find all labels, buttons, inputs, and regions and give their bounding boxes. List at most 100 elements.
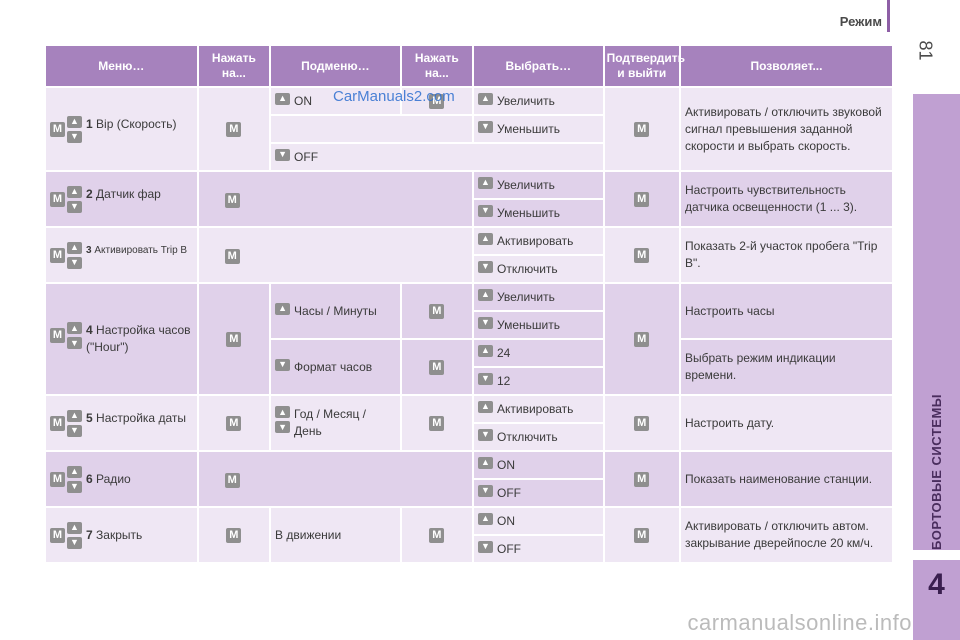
m-button-icon[interactable]: M bbox=[634, 121, 650, 137]
chapter-number-box: 4 bbox=[913, 560, 960, 640]
option-label: Активировать bbox=[496, 233, 574, 248]
m-button-icon[interactable]: M bbox=[634, 247, 650, 263]
submenu-value: OFF bbox=[294, 149, 319, 164]
submenu-label: Часы / Минуты bbox=[294, 303, 377, 318]
press-cell-2: M bbox=[401, 284, 472, 338]
table-row: M ▲ ▼ 5 Настройка даты M ▲ ▼ Год / Месяц / … bbox=[46, 396, 892, 450]
m-button-icon[interactable]: M bbox=[634, 191, 650, 207]
m-button-icon[interactable]: M bbox=[50, 328, 65, 343]
m-button-icon[interactable]: M bbox=[429, 93, 445, 109]
menu-cell: M ▲ ▼ 3 Активировать Trip B bbox=[46, 228, 197, 282]
press-cell: M bbox=[198, 508, 270, 562]
m-button-icon[interactable]: M bbox=[429, 359, 445, 375]
press-cell-2: M bbox=[401, 396, 472, 450]
up-arrow-icon[interactable]: ▲ bbox=[477, 512, 493, 525]
down-arrow-icon[interactable]: ▼ bbox=[477, 316, 493, 329]
up-arrow-icon[interactable]: ▲ bbox=[275, 406, 291, 418]
down-arrow-icon[interactable]: ▼ bbox=[275, 358, 291, 371]
m-button-icon[interactable]: M bbox=[634, 471, 650, 487]
down-arrow-icon[interactable]: ▼ bbox=[67, 536, 82, 549]
press-cell: M bbox=[198, 284, 270, 394]
up-arrow-icon[interactable]: ▲ bbox=[477, 400, 493, 413]
option-label: Увеличить bbox=[496, 177, 555, 192]
m-button-icon[interactable]: M bbox=[50, 471, 65, 487]
m-button-icon[interactable]: M bbox=[50, 121, 65, 137]
table-row: M ▲ ▼ 6 Радио M ▲ ON M Показать наименовани… bbox=[46, 452, 892, 506]
m-button-icon[interactable]: M bbox=[634, 331, 650, 347]
m-button-icon[interactable]: M bbox=[429, 415, 445, 431]
table-row: ▼ Формат часов M ▲ 24 Выбрать режим индика… bbox=[46, 340, 892, 394]
option-label: Уменьшить bbox=[496, 121, 560, 136]
down-arrow-icon[interactable]: ▼ bbox=[67, 424, 82, 437]
down-arrow-icon[interactable]: ▼ bbox=[67, 337, 82, 349]
down-arrow-icon[interactable]: ▼ bbox=[67, 480, 82, 493]
up-arrow-icon[interactable]: ▲ bbox=[477, 288, 493, 301]
option-cell: ▲ ON bbox=[473, 452, 603, 478]
up-arrow-icon[interactable]: ▲ bbox=[67, 465, 82, 478]
option-cell: ▲ 24 bbox=[473, 340, 603, 366]
up-arrow-icon[interactable]: ▲ bbox=[477, 92, 493, 105]
m-button-icon[interactable]: M bbox=[50, 527, 65, 543]
up-arrow-icon[interactable]: ▲ bbox=[477, 344, 493, 357]
press-cell: M bbox=[198, 172, 472, 226]
m-button-icon[interactable]: M bbox=[226, 527, 242, 543]
down-arrow-icon[interactable]: ▼ bbox=[67, 256, 82, 269]
down-arrow-icon[interactable]: ▼ bbox=[275, 148, 291, 161]
menu-number: 5 bbox=[86, 410, 93, 425]
up-arrow-icon[interactable]: ▲ bbox=[477, 456, 493, 469]
m-button-icon[interactable]: M bbox=[50, 415, 65, 431]
up-arrow-icon[interactable]: ▲ bbox=[477, 176, 493, 189]
m-button-icon[interactable]: M bbox=[224, 248, 240, 264]
up-arrow-icon[interactable]: ▲ bbox=[67, 521, 82, 534]
header-press-2: Нажать на... bbox=[401, 46, 472, 86]
m-button-icon[interactable]: M bbox=[634, 527, 650, 543]
m-button-icon[interactable]: M bbox=[50, 191, 65, 207]
down-arrow-icon[interactable]: ▼ bbox=[477, 372, 493, 385]
confirm-cell: M bbox=[604, 284, 679, 394]
header-press: Нажать на... bbox=[198, 46, 270, 86]
submenu-cell: В движении bbox=[271, 508, 400, 562]
up-arrow-icon[interactable]: ▲ bbox=[477, 232, 493, 245]
up-arrow-icon[interactable]: ▲ bbox=[67, 241, 82, 254]
option-cell: ▼ Отключить bbox=[473, 256, 603, 282]
option-cell: ▼ OFF bbox=[473, 536, 603, 562]
option-label: ON bbox=[496, 457, 515, 472]
option-cell: ▲ Увеличить bbox=[473, 88, 603, 114]
up-arrow-icon[interactable]: ▲ bbox=[67, 185, 82, 198]
up-arrow-icon[interactable]: ▲ bbox=[67, 322, 82, 334]
down-arrow-icon[interactable]: ▼ bbox=[275, 421, 291, 433]
table-header-row: Меню… Нажать на... Подменю… Нажать на...… bbox=[46, 46, 892, 86]
m-button-icon[interactable]: M bbox=[224, 192, 240, 208]
down-arrow-icon[interactable]: ▼ bbox=[477, 540, 493, 553]
m-button-icon[interactable]: M bbox=[634, 415, 650, 431]
menu-number: 1 bbox=[86, 116, 93, 131]
menu-cell: M ▲ ▼ 5 Настройка даты bbox=[46, 396, 197, 450]
down-arrow-icon[interactable]: ▼ bbox=[477, 204, 493, 217]
up-arrow-icon[interactable]: ▲ bbox=[275, 302, 291, 315]
m-button-icon[interactable]: M bbox=[224, 472, 240, 488]
down-arrow-icon[interactable]: ▼ bbox=[477, 484, 493, 497]
submenu-label: Год / Месяц / День bbox=[294, 407, 366, 438]
up-arrow-icon[interactable]: ▲ bbox=[67, 409, 82, 422]
m-button-icon[interactable]: M bbox=[429, 527, 445, 543]
menu-cell: M ▲ ▼ 4 Настройка часов ("Hour") bbox=[46, 284, 197, 394]
table-row: ▼ Отключить bbox=[46, 424, 892, 450]
option-cell: ▲ Увеличить bbox=[473, 284, 603, 310]
down-arrow-icon[interactable]: ▼ bbox=[477, 260, 493, 273]
option-label: Уменьшить bbox=[496, 317, 560, 332]
down-arrow-icon[interactable]: ▼ bbox=[67, 200, 82, 213]
press-cell: M bbox=[198, 88, 270, 170]
menu-label: Радио bbox=[96, 471, 131, 486]
down-arrow-icon[interactable]: ▼ bbox=[67, 130, 82, 143]
option-cell: ▼ Уменьшить bbox=[473, 116, 603, 142]
down-arrow-icon[interactable]: ▼ bbox=[477, 120, 493, 133]
up-arrow-icon[interactable]: ▲ bbox=[275, 92, 291, 105]
m-button-icon[interactable]: M bbox=[226, 331, 242, 347]
m-button-icon[interactable]: M bbox=[226, 121, 242, 137]
header-allows: Позволяет... bbox=[680, 46, 892, 86]
m-button-icon[interactable]: M bbox=[50, 247, 65, 263]
m-button-icon[interactable]: M bbox=[226, 415, 242, 431]
down-arrow-icon[interactable]: ▼ bbox=[477, 428, 493, 441]
m-button-icon[interactable]: M bbox=[429, 303, 445, 319]
up-arrow-icon[interactable]: ▲ bbox=[67, 115, 82, 128]
